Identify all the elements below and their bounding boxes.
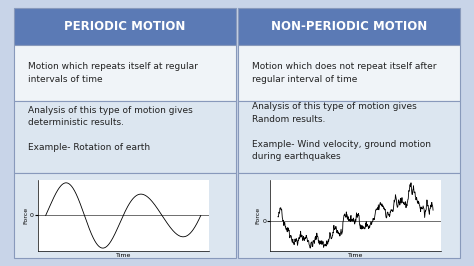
FancyBboxPatch shape	[238, 8, 460, 45]
FancyBboxPatch shape	[238, 173, 460, 258]
Text: Motion which does not repeat itself after
regular interval of time: Motion which does not repeat itself afte…	[252, 63, 437, 84]
FancyBboxPatch shape	[14, 101, 236, 173]
FancyBboxPatch shape	[14, 8, 236, 45]
X-axis label: Time: Time	[348, 253, 363, 258]
Text: PERIODIC MOTION: PERIODIC MOTION	[64, 20, 186, 33]
Text: Analysis of this type of motion gives
deterministic results.

Example- Rotation : Analysis of this type of motion gives de…	[28, 106, 193, 152]
FancyBboxPatch shape	[238, 101, 460, 173]
Text: Motion which repeats itself at regular
intervals of time: Motion which repeats itself at regular i…	[28, 63, 198, 84]
FancyBboxPatch shape	[14, 173, 236, 258]
Text: NON-PERIODIC MOTION: NON-PERIODIC MOTION	[271, 20, 427, 33]
FancyBboxPatch shape	[14, 45, 236, 101]
Y-axis label: Force: Force	[24, 207, 28, 224]
FancyBboxPatch shape	[238, 45, 460, 101]
Text: Analysis of this type of motion gives
Random results.

Example- Wind velocity, g: Analysis of this type of motion gives Ra…	[252, 102, 431, 161]
X-axis label: Time: Time	[116, 253, 131, 258]
Y-axis label: Force: Force	[256, 207, 261, 224]
